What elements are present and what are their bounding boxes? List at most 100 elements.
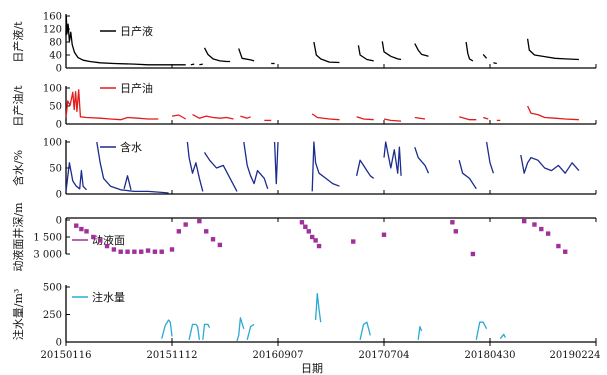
panel-fluid-depth-point [316, 243, 322, 249]
panel-fluid-depth-point [521, 218, 527, 224]
panel-fluid-depth-point [532, 222, 537, 227]
y-tick-label: 160 [43, 12, 62, 23]
panel-liquid-series-line [465, 41, 474, 62]
panel-oil-series-line [311, 113, 340, 121]
panel-fluid-depth-point [84, 229, 89, 234]
panel-fluid-depth-point [556, 243, 561, 249]
y-tick-label: 3 000 [33, 250, 62, 261]
panel-fluid-depth-point [97, 238, 103, 243]
panel-fluid-depth-point [145, 248, 151, 253]
panel-water-cut-series-line [485, 141, 495, 174]
panel-fluid-depth-point [197, 218, 202, 224]
panel-water-cut-series-line [123, 175, 132, 190]
panel-liquid-legend-label: 日产液 [120, 24, 153, 38]
panel-liquid-series-line [199, 63, 203, 66]
panel-fluid-depth-point [79, 226, 84, 232]
panel-fluid-depth-point [132, 249, 137, 254]
panel-water-cut-series-line [96, 141, 169, 194]
x-axis: 20150116 20151112 20160907 20170704 20180430… [41, 342, 600, 361]
panel-water-cut-series-line [383, 141, 402, 176]
panel-injection-series-line [188, 323, 201, 340]
panel-liquid-series-line [357, 45, 374, 62]
panel-injection-series-line [314, 292, 322, 323]
panel-fluid-depth-point [313, 238, 318, 243]
panel-water-cut-series-line [520, 154, 580, 174]
panel-water-cut-legend-label: 含水 [120, 140, 142, 154]
panel-injection-y-label: 注水量/m³ [11, 289, 25, 341]
panel-injection-series-line [246, 323, 255, 340]
panel-fluid-depth-point [139, 249, 144, 254]
panel-fluid-depth-point [104, 243, 110, 249]
panel-liquid-series-line [238, 48, 255, 62]
panel-liquid-series-line [414, 43, 429, 57]
x-tick-label: 20160907 [253, 350, 304, 361]
panel-injection-series-line [499, 333, 506, 340]
panel-liquid-series-line [493, 62, 497, 65]
panel-fluid-depth-point [91, 234, 96, 240]
panel-fluid-depth-point [299, 220, 305, 225]
panel-water-cut-series-line [243, 141, 269, 190]
panel-oil-series-line [192, 114, 234, 120]
panel-fluid-depth-point [152, 249, 158, 254]
panel-liquid-series-line [313, 41, 340, 64]
y-tick-label: 80 [49, 38, 62, 49]
panel-water-cut-series-line [311, 141, 340, 192]
x-tick-label: 20150116 [41, 350, 92, 361]
panel-injection-series-line [202, 323, 211, 340]
panel-fluid-depth-point [303, 224, 308, 229]
panel-fluid-depth-point [545, 231, 551, 236]
x-tick-label: 20180430 [465, 350, 516, 361]
y-tick-label: 100 [43, 84, 62, 95]
panel-liquid-series-line [526, 38, 579, 61]
panel-injection-legend-label: 注水量 [92, 290, 125, 304]
panel-liquid-series-line [482, 53, 488, 59]
panel-fluid-depth-point [381, 232, 387, 237]
x-axis-label: 日期 [301, 362, 323, 375]
panel-liquid-y-label: 日产液/t [11, 21, 25, 63]
panel-oil-series-line [240, 115, 251, 119]
y-tick-label: 500 [43, 283, 62, 294]
y-tick-label: 120 [43, 25, 62, 36]
panel-fluid-depth-point [183, 222, 188, 227]
panel-oil-series-line [65, 89, 159, 121]
panel-injection-series-line [417, 325, 423, 340]
panels-layer: 0 40 80 120 160 日产液/t 日产液 0 50 100 日产油/t 日产油 0 50 100 含… [11, 12, 597, 349]
panel-oil-series-line [414, 116, 426, 120]
panel-fluid-depth-point [74, 223, 79, 228]
panel-oil-series-line [356, 116, 374, 121]
y-tick-label: 50 [49, 164, 62, 175]
panel-fluid-depth-point [217, 242, 223, 248]
y-tick-label: 0 [56, 64, 62, 75]
panel-water-cut-series-line [355, 159, 375, 179]
panel-fluid-depth-point [309, 234, 315, 240]
y-tick-label: 0 [56, 216, 62, 227]
panel-oil-series-line [483, 116, 489, 120]
y-tick-label: 0 [56, 338, 62, 349]
panel-fluid-depth-point [125, 249, 130, 254]
panel-fluid-depth-point [176, 229, 182, 234]
panel-injection-series-line [236, 317, 245, 342]
panel-liquid: 0 40 80 120 160 日产液/t 日产液 [11, 12, 597, 75]
panel-fluid-depth-point [203, 229, 209, 234]
y-tick-label: 0 [56, 120, 62, 131]
panel-injection-series-line [161, 319, 173, 339]
y-tick-label: 50 [49, 102, 62, 113]
panel-injection: 0 250 500 注水量/m³ 注水量 [11, 283, 597, 349]
panel-fluid-depth-point [306, 229, 311, 234]
panel-fluid-depth-point [450, 220, 455, 225]
panel-water-cut-y-label: 含水/% [11, 150, 25, 186]
y-tick-label: 250 [43, 310, 62, 321]
panel-liquid-series-line [381, 41, 402, 61]
panel-injection-series-line [475, 321, 488, 340]
panel-fluid-depth-point [169, 247, 175, 252]
panel-fluid-depth-point [539, 226, 544, 232]
y-tick-label: 0 [56, 190, 62, 201]
panel-fluid-depth-legend-label: 动液面 [92, 233, 125, 247]
y-tick-label: 100 [43, 138, 62, 149]
panel-liquid-series-line [203, 47, 231, 63]
panel-water-cut-series-line [186, 141, 204, 192]
panel-oil: 0 50 100 日产油/t 日产油 [11, 81, 597, 131]
x-tick-label: 20170704 [359, 350, 410, 361]
panel-oil-series-line [171, 114, 187, 120]
